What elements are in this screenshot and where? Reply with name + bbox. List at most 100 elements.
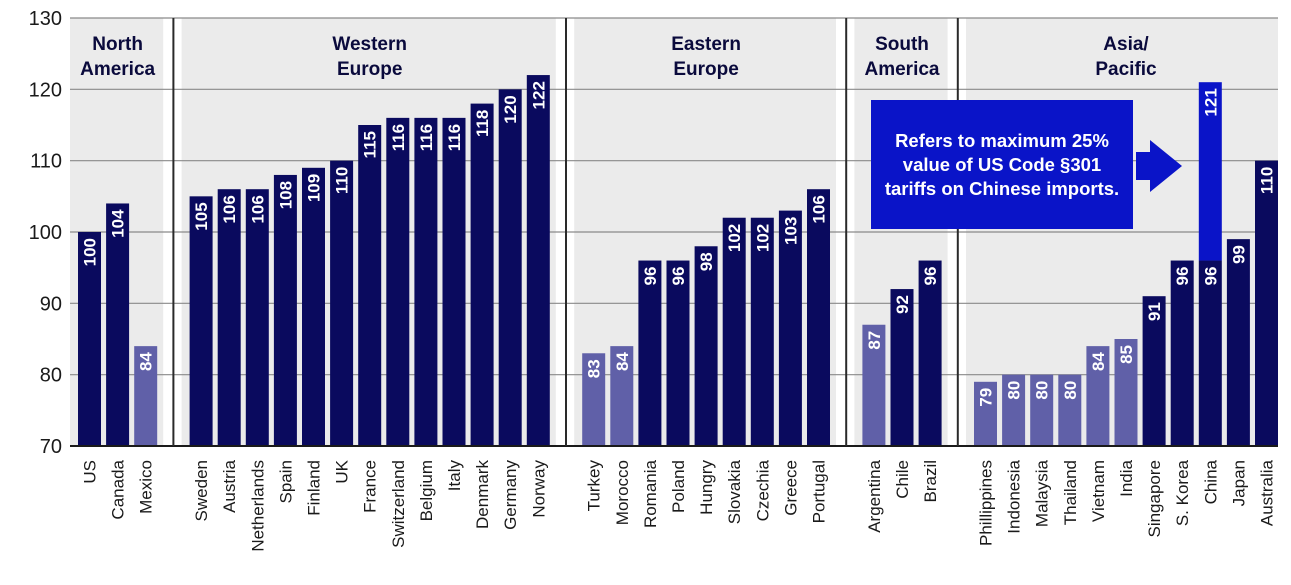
category-label: Portugal [810,460,829,523]
bar-value-label: 96 [921,267,940,286]
bar-value-label: 85 [1117,345,1136,364]
bar-value-label: 80 [1005,381,1024,400]
category-label: Vietnam [1089,460,1108,522]
bar-value-label: 98 [697,252,716,271]
bars: 100 104 84 105 106 106 108 109 110 115 116 116 116 11… [78,75,1278,447]
y-tick-label: 110 [30,151,62,173]
group-header: Europe [673,59,738,80]
bar-value-label: 87 [865,331,884,350]
bar-value-label: 80 [1061,381,1080,400]
category-label: Hungry [697,460,716,515]
group-headers: North America Western Europe Eastern Europe So… [80,18,1157,446]
bar [217,189,241,446]
category-label: US [81,460,100,484]
arrow-right-icon [1136,140,1182,192]
bar [694,246,718,446]
y-tick-label: 120 [29,79,62,101]
bar-value-label: 80 [1033,381,1052,400]
bar [330,160,354,446]
bar [666,260,690,446]
bar [1030,374,1054,446]
bar [498,89,522,446]
bar [526,75,550,447]
group-header: Eastern [671,34,741,55]
bar [302,167,325,447]
tariff-value-label: 121 [1201,88,1220,116]
bar [750,217,774,446]
bar-value-label: 120 [501,95,520,123]
category-label: Phillippines [977,460,996,546]
bar [386,117,410,446]
category-label: Belgium [417,460,436,521]
bar [78,232,101,446]
bar-value-label: 104 [109,209,128,238]
bar [1198,260,1222,446]
category-label: China [1201,459,1220,504]
bar [189,196,213,446]
bar-value-label: 110 [333,167,352,194]
category-label: Argentina [865,459,884,532]
category-label: Denmark [473,460,492,529]
bar [638,260,662,446]
bar-value-label: 79 [977,388,996,407]
bar [245,189,269,446]
bar-value-label: 99 [1229,245,1248,264]
bar [442,117,466,446]
bar [918,260,942,446]
category-label: Greece [781,460,800,516]
bar-value-label: 84 [1089,352,1108,371]
bar-value-label: 106 [220,195,239,223]
bar [974,381,997,446]
bar-value-label: 100 [81,238,100,266]
bar [470,103,494,446]
bar-value-label: 96 [1173,267,1192,286]
bar [722,217,746,446]
bar [106,203,130,446]
bar-value-label: 83 [585,359,604,378]
bar [890,289,914,446]
category-label: Netherlands [248,460,267,552]
bar-value-label: 96 [641,267,660,286]
category-label: Finland [305,460,324,516]
bar [1086,346,1110,446]
bar-value-label: 106 [248,195,267,223]
bar-value-label: 116 [389,124,408,151]
bar-value-label: 110 [1258,167,1277,194]
category-label: Malaysia [1033,459,1052,527]
bar [1142,296,1166,446]
group-header: Western [332,34,407,55]
y-tick-label: 100 [29,222,62,244]
y-tick-label: 70 [40,436,62,458]
bar [1255,160,1278,446]
group-header: Asia/ [1103,34,1149,55]
bar [134,346,158,446]
bar-value-label: 96 [669,267,688,286]
category-label: Czechia [753,459,772,521]
category-label: Mexico [137,460,156,514]
bar-value-label: 105 [192,202,211,230]
y-tick-label: 80 [40,365,62,387]
bar [1058,374,1082,446]
x-axis-labels: US Canada Mexico Sweden Austria Netherlands Sp… [81,459,1277,551]
bar [414,117,438,446]
category-label: Turkey [585,460,604,512]
group-header: America [80,59,155,80]
bar [582,353,606,446]
bar [1002,374,1026,446]
category-label: S. Korea [1173,459,1192,526]
category-label: Canada [109,459,128,519]
category-label: Germany [501,460,520,530]
bar-value-label: 96 [1201,267,1220,286]
bar [1226,239,1250,446]
category-label: Chile [893,460,912,499]
category-label: Morocco [613,460,632,525]
bar-value-label: 84 [613,352,632,371]
category-label: Austria [220,459,239,512]
bar-value-label: 118 [473,110,492,137]
tariff-callout: Refers to maximum 25% value of US Code §… [871,100,1133,229]
group-header: America [865,59,940,80]
category-label: Slovakia [725,459,744,524]
tariff-bar [1198,82,1222,261]
group-header: North [92,34,143,55]
